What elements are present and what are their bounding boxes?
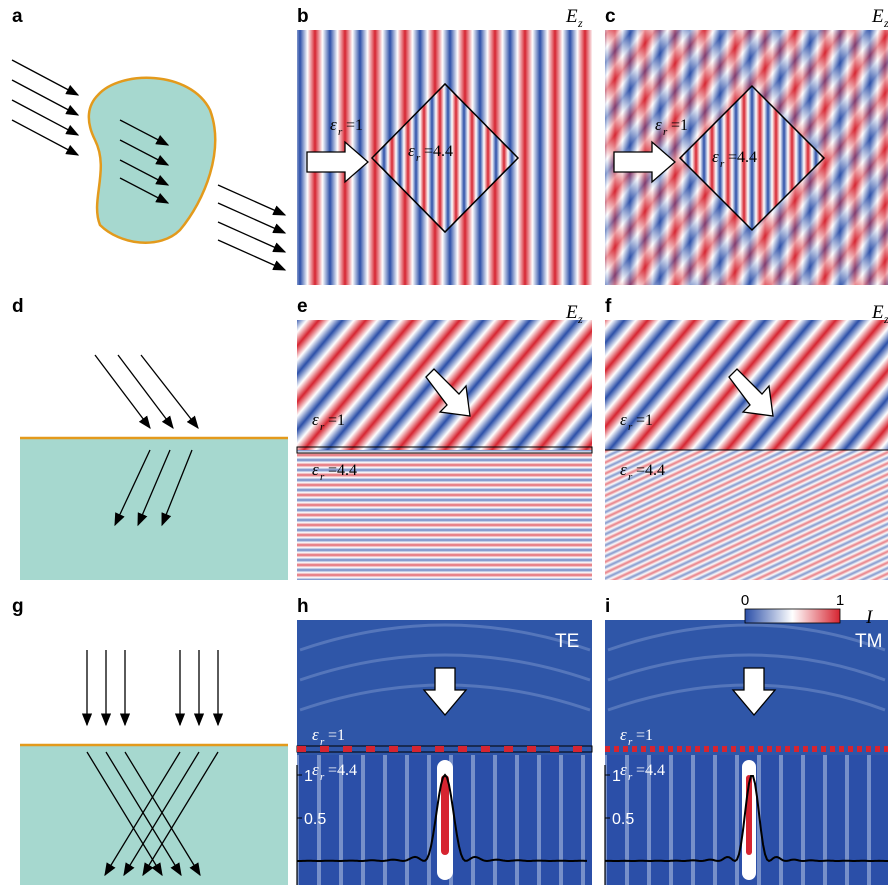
epsilon-value: =1 (328, 727, 345, 744)
panel-label: g (12, 596, 24, 617)
field-subscript: z (577, 312, 583, 326)
epsilon-subscript: r (320, 471, 325, 483)
field-subscript: z (883, 16, 888, 30)
epsilon-subscript: r (338, 126, 343, 138)
panel-label: a (12, 6, 23, 27)
field-symbol: E (871, 302, 884, 323)
colorbar-max: 1 (836, 592, 844, 609)
profile-tick-label: 0.5 (612, 811, 634, 828)
epsilon-subscript: r (320, 736, 325, 748)
epsilon: ε (620, 410, 627, 429)
panel-label: i (605, 596, 610, 617)
panel-label: b (297, 6, 309, 27)
epsilon: ε (620, 725, 627, 744)
mode-label: TE (555, 631, 579, 652)
field-symbol: E (565, 6, 578, 27)
medium (20, 745, 288, 885)
epsilon-value: =4.4 (328, 762, 357, 779)
epsilon-value: =1 (671, 117, 688, 134)
epsilon: ε (312, 725, 319, 744)
epsilon-subscript: r (416, 152, 421, 164)
colorbar (745, 609, 840, 623)
epsilon-subscript: r (320, 771, 325, 783)
epsilon: ε (655, 115, 662, 134)
profile-tick-label: 1 (304, 768, 313, 785)
focus (441, 775, 449, 855)
epsilon-value: =4.4 (424, 143, 453, 160)
profile-tick-label: 1 (612, 768, 621, 785)
epsilon-value: =1 (636, 412, 653, 429)
epsilon: ε (620, 760, 627, 779)
epsilon: ε (620, 460, 627, 479)
epsilon-subscript: r (628, 771, 633, 783)
epsilon-value: =4.4 (328, 462, 357, 479)
panel-label: h (297, 596, 309, 617)
epsilon-subscript: r (628, 471, 633, 483)
figure: abcdefghiEzEzEzEzεr=1εr=4.4εr=1εr=4.4εr=… (0, 0, 888, 885)
field-symbol: E (871, 6, 884, 27)
epsilon: ε (712, 147, 719, 166)
epsilon-subscript: r (663, 126, 668, 138)
epsilon-subscript: r (720, 158, 725, 170)
epsilon-subscript: r (628, 421, 633, 433)
profile-tick-label: 0.5 (304, 811, 326, 828)
panel-label: c (605, 6, 616, 27)
epsilon-value: =1 (346, 117, 363, 134)
epsilon: ε (312, 460, 319, 479)
epsilon-value: =1 (328, 412, 345, 429)
field-subscript: z (883, 312, 888, 326)
panel-label: f (605, 296, 612, 317)
epsilon-value: =1 (636, 727, 653, 744)
field-subscript: z (577, 16, 583, 30)
epsilon-value: =4.4 (728, 149, 757, 166)
field-symbol: E (565, 302, 578, 323)
scatterer (89, 78, 215, 243)
colorbar-min: 0 (741, 592, 749, 609)
mode-label: TM (855, 631, 882, 652)
panel-label: e (297, 296, 308, 317)
epsilon-subscript: r (628, 736, 633, 748)
panel-label: d (12, 296, 24, 317)
epsilon: ε (312, 760, 319, 779)
epsilon: ε (312, 410, 319, 429)
epsilon: ε (408, 141, 415, 160)
epsilon-subscript: r (320, 421, 325, 433)
epsilon-value: =4.4 (636, 462, 665, 479)
epsilon: ε (330, 115, 337, 134)
epsilon-value: =4.4 (636, 762, 665, 779)
medium (20, 438, 288, 580)
